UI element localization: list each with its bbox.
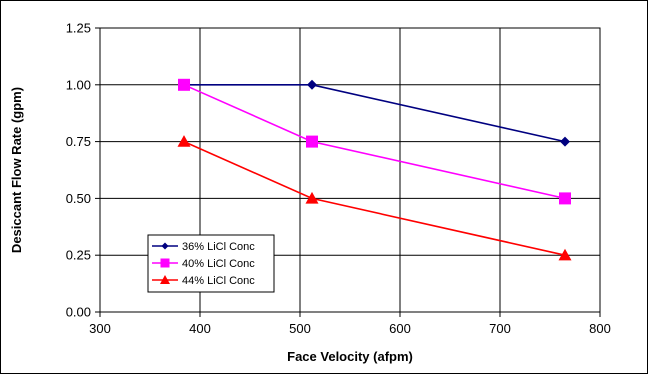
data-point — [558, 248, 572, 261]
x-tick-label: 500 — [289, 321, 311, 336]
y-tick-label: 1.25 — [66, 21, 91, 36]
data-point — [560, 136, 570, 147]
legend-marker — [161, 242, 169, 250]
series-3 — [177, 135, 572, 261]
legend-item: 44% LiCl Conc — [152, 275, 255, 287]
legend-label: 40% LiCl Conc — [182, 258, 255, 270]
x-axis-title: Face Velocity (afpm) — [287, 349, 413, 364]
y-tick-label: 0.50 — [66, 191, 91, 206]
y-axis-ticks: 0.00 0.25 0.50 0.75 1.00 1.25 — [66, 21, 100, 320]
x-axis-ticks: 300 400 500 600 700 800 — [89, 312, 611, 336]
legend-marker — [160, 275, 170, 284]
plot-area — [99, 27, 601, 313]
y-tick-label: 0.75 — [66, 134, 91, 149]
legend-item: 36% LiCl Conc — [152, 241, 255, 253]
legend: 36% LiCl Conc 40% LiCl Conc 44% LiCl Conc — [147, 234, 275, 293]
y-tick-label: 1.00 — [66, 77, 91, 92]
data-point — [559, 192, 571, 205]
series-2 — [178, 78, 571, 205]
series-1 — [179, 79, 570, 147]
legend-marker — [160, 258, 170, 268]
legend-label: 36% LiCl Conc — [182, 241, 255, 253]
series-line — [184, 84, 566, 143]
y-tick-label: 0.25 — [66, 248, 91, 263]
legend-item: 40% LiCl Conc — [152, 258, 255, 270]
data-point — [307, 79, 317, 90]
data-point — [305, 191, 319, 204]
y-tick-label: 0.00 — [66, 305, 91, 320]
x-tick-label: 400 — [189, 321, 211, 336]
data-point — [177, 135, 191, 147]
x-tick-label: 600 — [389, 321, 411, 336]
data-point — [306, 135, 318, 148]
series-layer — [177, 78, 572, 261]
data-point — [178, 78, 190, 91]
y-axis-title: Desiccant Flow Rate (gpm) — [9, 87, 24, 253]
x-tick-label: 800 — [589, 321, 611, 336]
x-tick-label: 700 — [489, 321, 511, 336]
x-tick-label: 300 — [89, 321, 111, 336]
legend-label: 44% LiCl Conc — [182, 275, 255, 287]
